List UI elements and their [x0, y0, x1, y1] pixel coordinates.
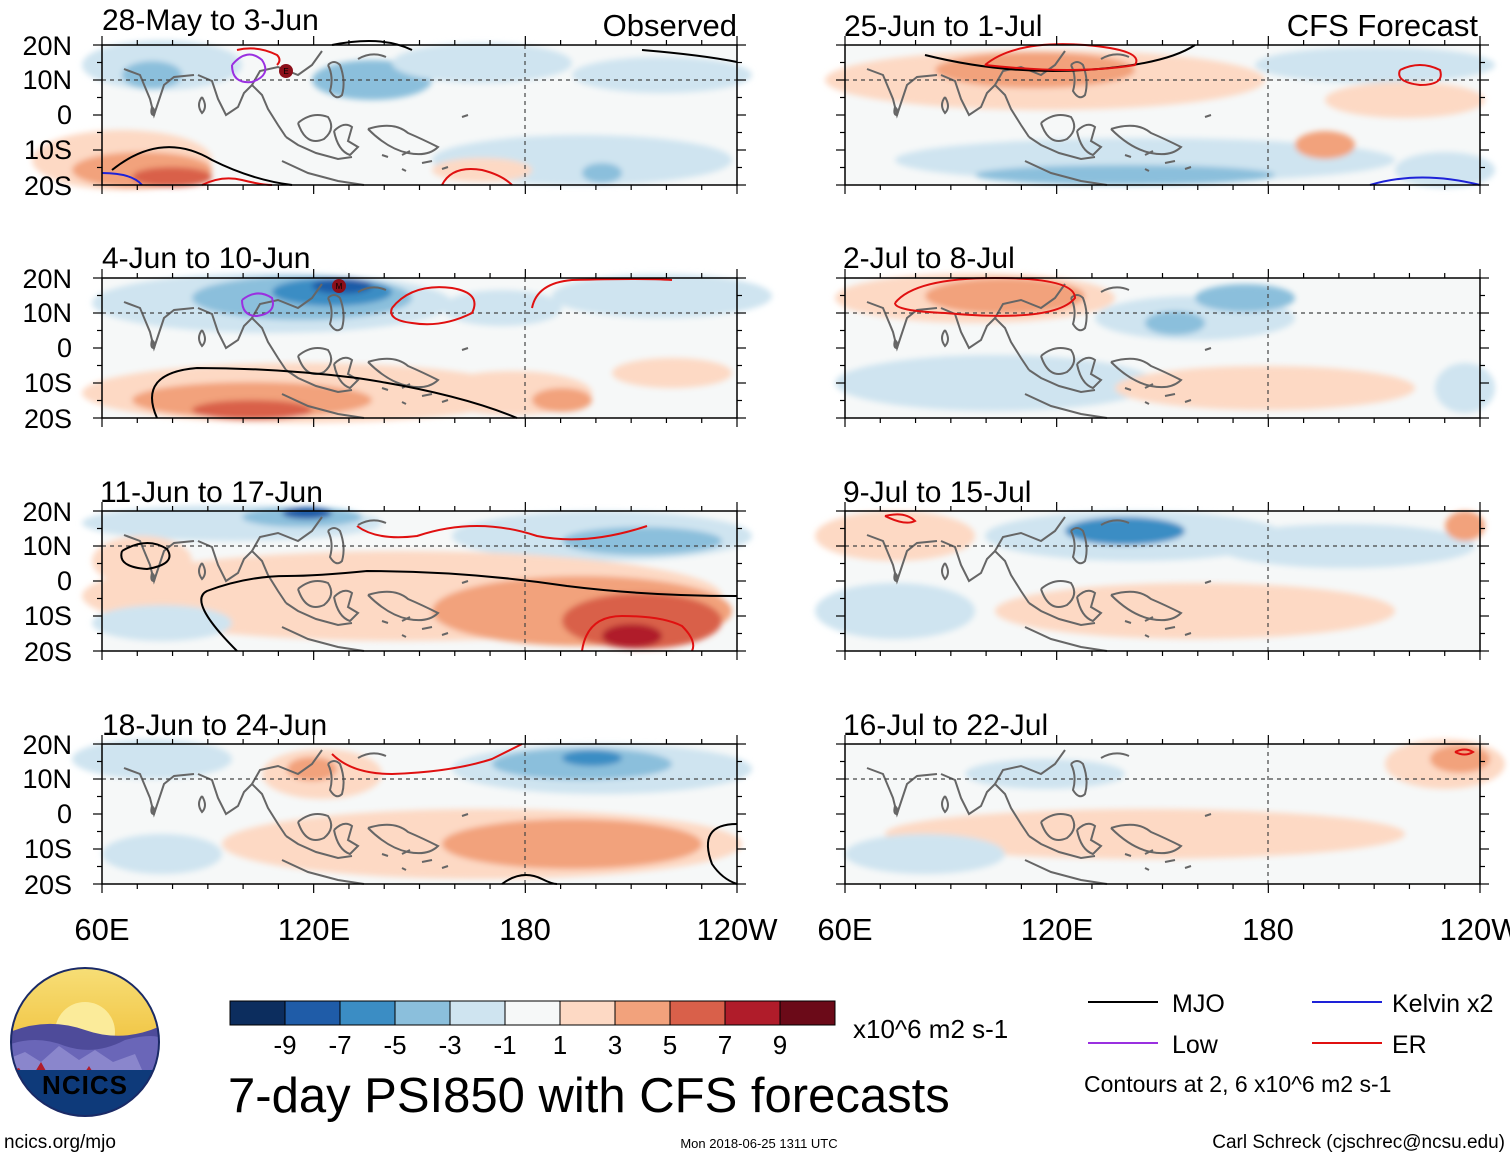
- lat-label: 20N: [22, 497, 72, 527]
- lat-label: 0: [57, 799, 72, 829]
- panel-forecast-3: [815, 510, 1485, 652]
- colorbar-tick-label: 9: [773, 1030, 787, 1060]
- storm-marker-m: [332, 279, 346, 293]
- legend-label-mjo: MJO: [1172, 990, 1225, 1018]
- lat-label: 10N: [22, 65, 72, 95]
- colorbar-swatch: [669, 1000, 726, 1026]
- lat-label: 10S: [24, 601, 72, 631]
- lat-label: 0: [57, 333, 72, 363]
- panel-forecast-2: [835, 273, 1495, 419]
- colorbar-tick-label: -3: [438, 1030, 461, 1060]
- colorbar: -9 -7 -5 -3 -1 1 3 5 7 9: [229, 1000, 836, 1060]
- lat-label: 10N: [22, 531, 72, 561]
- storm-marker-e: [279, 64, 293, 78]
- colorbar-swatch: [724, 1000, 781, 1026]
- storm-marker-m-label: M: [336, 282, 343, 291]
- lon-label: 120E: [278, 912, 350, 947]
- legend-note: Contours at 2, 6 x10^6 m2 s-1: [1084, 1071, 1391, 1097]
- colorbar-swatch: [779, 1000, 836, 1026]
- lon-label: 60E: [817, 912, 872, 947]
- lat-axis-labels: 20N 10N 0 10S 20S 20N 10N 0 10S 20S 20N …: [22, 31, 72, 900]
- lat-label: 20S: [24, 870, 72, 900]
- legend-label-low: Low: [1172, 1031, 1219, 1059]
- footer-timestamp: Mon 2018-06-25 1311 UTC: [680, 1136, 837, 1151]
- lat-label: 20S: [24, 404, 72, 434]
- lat-label: 20N: [22, 264, 72, 294]
- period-label: 28-May to 3-Jun: [102, 4, 319, 37]
- lon-label: 120W: [1440, 912, 1510, 947]
- panel-observed-2: M: [82, 273, 772, 423]
- colorbar-swatch: [449, 1000, 506, 1026]
- period-label: 4-Jun to 10-Jun: [102, 242, 310, 275]
- storm-marker-e-label: E: [283, 67, 288, 76]
- legend-label-kelvin: Kelvin x2: [1392, 990, 1493, 1018]
- colorbar-swatch: [614, 1000, 671, 1026]
- period-label: 11-Jun to 17-Jun: [100, 476, 323, 509]
- colorbar-swatch: [229, 1000, 286, 1026]
- lat-label: 20N: [22, 730, 72, 760]
- header-observed: Observed: [603, 8, 737, 43]
- period-label: 2-Jul to 8-Jul: [843, 242, 1015, 275]
- period-label: 18-Jun to 24-Jun: [102, 709, 327, 742]
- lat-label: 10S: [24, 368, 72, 398]
- figure-title: 7-day PSI850 with CFS forecasts: [228, 1069, 950, 1123]
- lon-label: 180: [499, 912, 551, 947]
- lon-label: 180: [1242, 912, 1294, 947]
- colorbar-tick-label: -9: [273, 1030, 296, 1060]
- panel-forecast-4: [844, 739, 1505, 885]
- lon-label: 120W: [697, 912, 779, 947]
- header-forecast: CFS Forecast: [1287, 8, 1479, 43]
- panel-forecast-1: [825, 43, 1495, 188]
- colorbar-swatch: [559, 1000, 616, 1026]
- period-label: 25-Jun to 1-Jul: [844, 10, 1042, 43]
- lon-axis-labels: 60E 120E 180 120W 60E 120E 180 120W: [74, 912, 1510, 947]
- colorbar-swatch: [339, 1000, 396, 1026]
- ncics-logo: NCICS: [10, 967, 160, 1117]
- legend: MJO Kelvin x2 Low ER Contours at 2, 6 x1…: [1084, 990, 1493, 1097]
- panel-observed-4: [72, 739, 752, 885]
- period-label: 16-Jul to 22-Jul: [843, 709, 1048, 742]
- colorbar-swatch: [504, 1000, 561, 1026]
- colorbar-tick-label: 3: [608, 1030, 622, 1060]
- lat-label: 0: [57, 100, 72, 130]
- colorbar-tick-label: -7: [328, 1030, 351, 1060]
- colorbar-tick-label: 1: [553, 1030, 567, 1060]
- colorbar-tick-label: 7: [718, 1030, 732, 1060]
- panel-observed-3: [82, 505, 752, 652]
- panel-observed-1: E: [32, 40, 752, 190]
- lat-label: 0: [57, 566, 72, 596]
- colorbar-tick-label: -1: [493, 1030, 516, 1060]
- period-label: 9-Jul to 15-Jul: [843, 476, 1031, 509]
- logo-text: NCICS: [42, 1070, 128, 1100]
- footer-site: ncics.org/mjo: [4, 1132, 116, 1153]
- lat-label: 20N: [22, 31, 72, 61]
- colorbar-swatch: [284, 1000, 341, 1026]
- colorbar-units: x10^6 m2 s-1: [853, 1014, 1008, 1044]
- lat-label: 20S: [24, 171, 72, 201]
- colorbar-swatch: [394, 1000, 451, 1026]
- lon-label: 120E: [1021, 912, 1093, 947]
- lat-label: 20S: [24, 637, 72, 667]
- lon-label: 60E: [74, 912, 129, 947]
- footer-credit: Carl Schreck (cjschrec@ncsu.edu): [1212, 1132, 1505, 1153]
- lat-label: 10S: [24, 834, 72, 864]
- lat-label: 10N: [22, 298, 72, 328]
- legend-label-er: ER: [1392, 1031, 1427, 1059]
- colorbar-tick-label: -5: [383, 1030, 406, 1060]
- axis-ticks: [93, 36, 1489, 893]
- colorbar-tick-label: 5: [663, 1030, 677, 1060]
- lat-label: 10N: [22, 764, 72, 794]
- lat-label: 10S: [24, 135, 72, 165]
